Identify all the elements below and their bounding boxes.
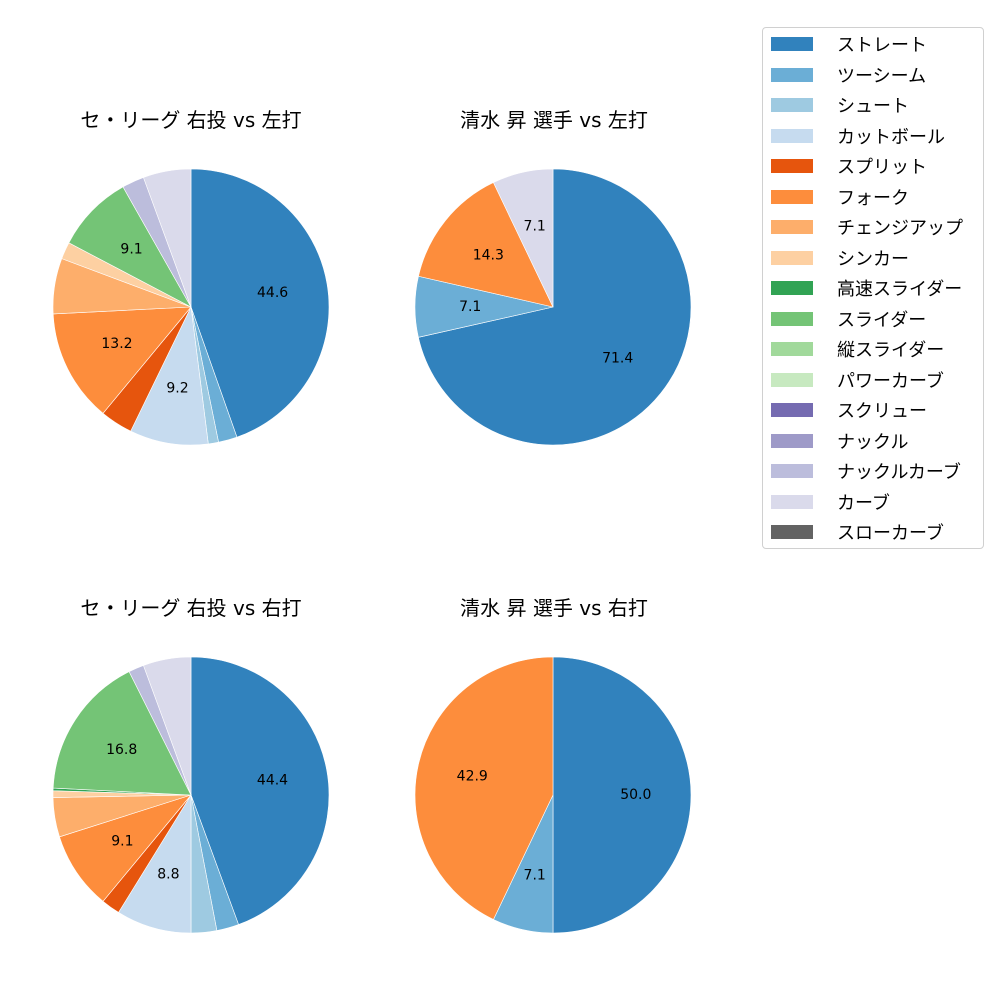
slice-percent-label: 7.1 bbox=[459, 299, 481, 315]
legend-item: カットボール bbox=[771, 125, 945, 148]
legend-label: スプリット bbox=[837, 157, 927, 178]
legend-label: スクリュー bbox=[837, 401, 927, 422]
legend-swatch bbox=[771, 98, 813, 112]
legend-label: カーブ bbox=[837, 492, 890, 514]
legend-swatch bbox=[771, 311, 813, 326]
slice-percent-label: 16.8 bbox=[106, 742, 137, 758]
legend-item: 縦スライダー bbox=[771, 338, 945, 361]
slice-percent-label: 42.9 bbox=[457, 769, 488, 785]
slice-percent-label: 71.4 bbox=[602, 351, 633, 367]
pie-slice bbox=[59, 794, 192, 902]
slice-percent-label: 7.1 bbox=[524, 868, 546, 884]
legend-label: スライダー bbox=[837, 309, 927, 331]
legend-label: ツーシーム bbox=[837, 65, 927, 87]
pie-slice bbox=[130, 305, 209, 446]
legend-item: 高速スライダー bbox=[771, 277, 963, 300]
legend-item: スプリット bbox=[771, 155, 927, 178]
legend-label: 縦スライダー bbox=[837, 340, 945, 361]
legend-swatch bbox=[771, 433, 813, 448]
chart-title-league-vs-right: セ・リーグ 右投 vs 右打 bbox=[80, 596, 302, 620]
legend-item: ストレート bbox=[771, 33, 927, 56]
legend-label: ナックル bbox=[837, 431, 909, 453]
legend-label: カットボール bbox=[837, 126, 945, 148]
legend-item: フォーク bbox=[771, 186, 909, 209]
legend-label: シュート bbox=[837, 96, 909, 117]
pie-slice bbox=[190, 168, 330, 438]
legend-label: スローカーブ bbox=[837, 523, 944, 544]
slice-percent-label: 9.1 bbox=[111, 833, 133, 849]
pie-slice bbox=[52, 306, 192, 414]
pie-slice bbox=[190, 656, 330, 925]
pie-slice bbox=[414, 656, 554, 920]
legend-swatch bbox=[771, 494, 813, 509]
legend-swatch bbox=[771, 250, 813, 265]
legend-swatch bbox=[771, 189, 813, 204]
legend-item: スライダー bbox=[771, 308, 927, 331]
chart-title-shimizu-vs-right: 清水 昇 選手 vs 右打 bbox=[460, 596, 648, 620]
legend-swatch bbox=[771, 67, 813, 82]
legend-item: チェンジアップ bbox=[771, 216, 963, 239]
legend-label: 高速スライダー bbox=[837, 279, 963, 300]
legend-swatch bbox=[771, 464, 813, 478]
slice-percent-label: 9.2 bbox=[166, 381, 188, 397]
legend-label: フォーク bbox=[837, 187, 909, 209]
legend-label: パワーカーブ bbox=[837, 370, 944, 392]
slice-percent-label: 44.4 bbox=[257, 773, 288, 789]
legend-swatch bbox=[771, 342, 813, 356]
legend-item: カーブ bbox=[771, 491, 890, 514]
slice-percent-label: 14.3 bbox=[473, 247, 504, 263]
legend-item: シンカー bbox=[771, 247, 909, 270]
legend-swatch bbox=[771, 37, 813, 51]
legend-item: パワーカーブ bbox=[771, 369, 944, 392]
chart-title-league-vs-left: セ・リーグ 右投 vs 左打 bbox=[80, 108, 302, 132]
chart-title-shimizu-vs-left: 清水 昇 選手 vs 左打 bbox=[460, 108, 648, 132]
legend-swatch bbox=[771, 128, 813, 143]
legend-label: シンカー bbox=[837, 248, 909, 270]
legend-item: ナックル bbox=[771, 430, 909, 453]
legend-item: スクリュー bbox=[771, 399, 927, 422]
pie-slice bbox=[143, 656, 192, 796]
pie-slice bbox=[418, 182, 554, 308]
legend-item: ナックルカーブ bbox=[771, 460, 961, 483]
slice-percent-label: 50.0 bbox=[620, 787, 651, 803]
legend-item: ツーシーム bbox=[771, 64, 927, 87]
legend-swatch bbox=[771, 372, 813, 387]
legend-swatch bbox=[771, 220, 813, 234]
legend-swatch bbox=[771, 403, 813, 417]
pie-slice bbox=[552, 656, 692, 934]
slice-percent-label: 8.8 bbox=[157, 867, 179, 883]
legend-label: ナックルカーブ bbox=[837, 462, 961, 483]
slice-percent-label: 7.1 bbox=[524, 218, 546, 234]
slice-percent-label: 9.1 bbox=[120, 241, 142, 257]
pie-slice bbox=[52, 671, 192, 796]
slice-percent-label: 44.6 bbox=[257, 285, 288, 301]
legend-swatch bbox=[771, 525, 813, 539]
pie-slice bbox=[68, 186, 192, 308]
pie-slice bbox=[493, 168, 554, 308]
legend-item: スローカーブ bbox=[771, 521, 944, 544]
pie-slice bbox=[418, 168, 692, 446]
slice-percent-label: 13.2 bbox=[101, 336, 132, 352]
legend-label: チェンジアップ bbox=[837, 218, 963, 239]
pie-slice bbox=[143, 168, 192, 308]
legend-swatch bbox=[771, 281, 813, 295]
legend-item: シュート bbox=[771, 94, 909, 117]
chart-legend: ストレートツーシームシュートカットボール スプリットフォークチェンジアップ シンカー… bbox=[762, 27, 984, 549]
legend-label: ストレート bbox=[837, 35, 927, 56]
legend-swatch bbox=[771, 159, 813, 173]
